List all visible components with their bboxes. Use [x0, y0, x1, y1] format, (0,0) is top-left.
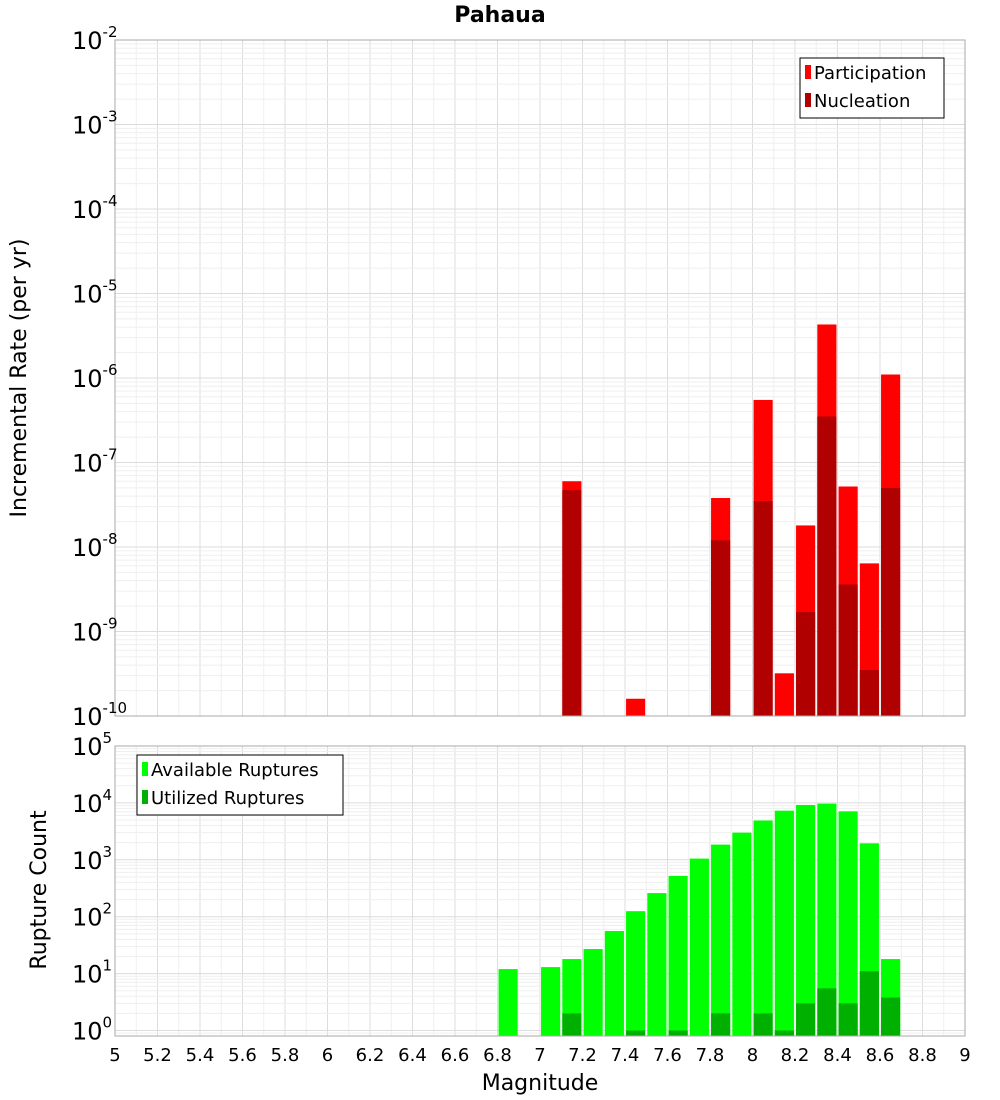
legend-entry: Nucleation [814, 91, 910, 112]
bar-nucleation [796, 612, 816, 716]
bar-available-ruptures [711, 844, 731, 1036]
legend: Available Ruptures Utilized Ruptures [136, 754, 344, 816]
x-tick-label: 5 [109, 1045, 120, 1066]
bar-utilized-ruptures [711, 1013, 731, 1036]
x-tick-label: 5.8 [271, 1045, 300, 1066]
bar-available-ruptures [604, 931, 624, 1036]
bar-participation [774, 673, 794, 716]
bar-available-ruptures [541, 967, 561, 1036]
legend-swatch [805, 65, 811, 79]
bar-available-ruptures [583, 949, 603, 1036]
bar-utilized-ruptures [817, 988, 837, 1036]
y-tick-label: 10-8 [72, 530, 118, 562]
y-tick-label: 103 [72, 843, 112, 875]
bar-nucleation [562, 490, 582, 716]
legend-swatch [805, 93, 811, 107]
x-tick-label: 6 [322, 1045, 333, 1066]
x-tick-label: 7.2 [568, 1045, 597, 1066]
bar-available-ruptures [774, 810, 794, 1036]
x-axis-label: Magnitude [482, 1071, 599, 1096]
chart-title: Pahaua [454, 3, 545, 28]
y-tick-label: 104 [72, 786, 112, 818]
x-tick-label: 6.6 [441, 1045, 470, 1066]
bar-available-ruptures [647, 893, 667, 1036]
bar-nucleation [838, 584, 858, 716]
bar-utilized-ruptures [668, 1030, 688, 1036]
bar-utilized-ruptures [859, 971, 879, 1036]
legend-box [799, 57, 945, 119]
bar-utilized-ruptures [796, 1003, 816, 1036]
bar-available-ruptures [796, 804, 816, 1036]
bar-utilized-ruptures [753, 1013, 773, 1036]
y-tick-label: 10-7 [72, 446, 118, 478]
legend-swatch [142, 762, 148, 776]
y-tick-label: 10-10 [72, 699, 127, 731]
bar-nucleation [753, 501, 773, 716]
plot-frame [114, 745, 966, 1037]
bar-available-ruptures [498, 969, 518, 1036]
x-tick-label: 5.4 [186, 1045, 215, 1066]
bar-nucleation [881, 487, 901, 716]
x-tick-label: 8.8 [908, 1045, 937, 1066]
x-tick-label: 6.4 [398, 1045, 427, 1066]
bar-utilized-ruptures [626, 1030, 646, 1036]
x-tick-label: 8 [747, 1045, 758, 1066]
x-tick-label: 8.6 [866, 1045, 895, 1066]
top-y-axis-label: Incremental Rate (per yr) [7, 239, 32, 518]
x-tick-label: 6.2 [356, 1045, 385, 1066]
bar-utilized-ruptures [562, 1013, 582, 1036]
y-tick-label: 100 [72, 1013, 112, 1045]
x-tick-label: 5.2 [143, 1045, 172, 1066]
bar-participation [626, 698, 646, 716]
y-tick-label: 105 [72, 729, 112, 761]
x-tick-label: 6.8 [483, 1045, 512, 1066]
bar-nucleation [859, 670, 879, 716]
x-tick-label: 7 [534, 1045, 545, 1066]
bar-utilized-ruptures [881, 997, 901, 1036]
bar-nucleation [711, 540, 731, 716]
bar-nucleation [817, 416, 837, 716]
plot-frame [114, 39, 966, 717]
bar-utilized-ruptures [774, 1030, 794, 1036]
bar-available-ruptures [838, 811, 858, 1036]
bar-available-ruptures [753, 820, 773, 1036]
bar-available-ruptures [668, 875, 688, 1036]
bar-utilized-ruptures [838, 1003, 858, 1036]
y-tick-label: 102 [72, 900, 112, 932]
y-tick-label: 10-9 [72, 615, 118, 647]
x-tick-label: 8.4 [823, 1045, 852, 1066]
x-tick-label: 9 [959, 1045, 970, 1066]
y-tick-label: 10-4 [72, 192, 118, 224]
y-tick-label: 10-5 [72, 277, 118, 309]
bar-available-ruptures [732, 832, 752, 1036]
y-tick-label: 101 [72, 957, 112, 989]
bar-available-ruptures [626, 911, 646, 1036]
x-tick-label: 7.6 [653, 1045, 682, 1066]
x-tick-label: 5.6 [228, 1045, 257, 1066]
legend-entry: Utilized Ruptures [151, 788, 304, 809]
bar-available-ruptures [817, 803, 837, 1036]
bottom-y-axis-label: Rupture Count [27, 810, 52, 970]
legend-box [136, 754, 344, 816]
x-tick-label: 8.2 [781, 1045, 810, 1066]
y-tick-label: 10-2 [72, 23, 118, 55]
legend-swatch [142, 790, 148, 804]
x-tick-label: 7.8 [696, 1045, 725, 1066]
legend-entry: Available Ruptures [151, 760, 319, 781]
x-tick-label: 7.4 [611, 1045, 640, 1066]
legend: Participation Nucleation [799, 57, 945, 119]
y-tick-label: 10-3 [72, 108, 118, 140]
legend-entry: Participation [814, 63, 926, 84]
bar-available-ruptures [689, 858, 709, 1036]
y-tick-label: 10-6 [72, 361, 118, 393]
top-plot-panel: 10-2 10-3 10-4 10-5 10-6 10-7 10-8 10-9 10-10 Par… [72, 23, 966, 731]
